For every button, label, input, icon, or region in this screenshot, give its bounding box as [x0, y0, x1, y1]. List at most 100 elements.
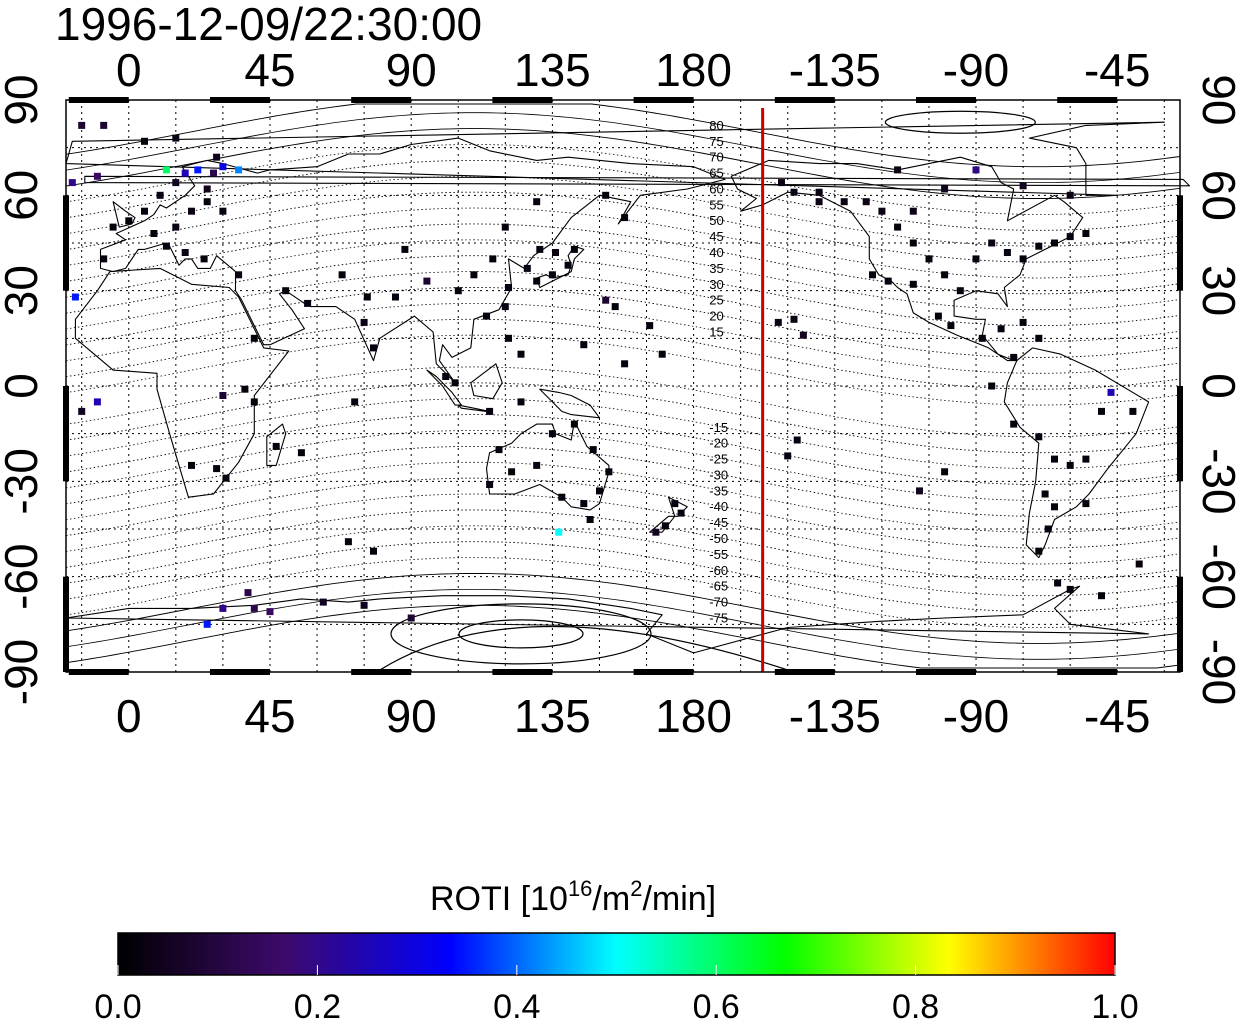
- roti-point: [778, 179, 785, 187]
- roti-point: [1051, 455, 1058, 463]
- roti-point: [602, 191, 610, 199]
- coastline: [99, 137, 726, 384]
- roti-point: [1003, 249, 1011, 256]
- south-magnetic-pole-oval: [458, 619, 584, 649]
- mlat-label: -15: [709, 420, 728, 435]
- magnetic-latitude-contours: [65, 103, 1181, 671]
- roti-point: [1082, 500, 1090, 508]
- lon-tick-label-bottom: -135: [789, 690, 881, 742]
- mlat-contour: [65, 573, 1181, 644]
- colorbar-title-prefix: ROTI [10: [430, 880, 568, 918]
- roti-point: [611, 303, 619, 311]
- roti-point: [790, 315, 798, 323]
- roti-point: [536, 245, 544, 253]
- mlat-contour: [65, 461, 1181, 533]
- roti-point: [558, 493, 566, 501]
- roti-point: [790, 188, 798, 196]
- frame-tick-right: [1177, 386, 1183, 482]
- lon-tick-label-bottom: 0: [116, 690, 142, 742]
- roti-point: [483, 312, 490, 320]
- roti-point: [1129, 407, 1137, 415]
- roti-point: [1035, 242, 1043, 250]
- roti-point: [925, 255, 933, 263]
- mlat-contour: [65, 604, 1181, 669]
- mlat-label: 55: [709, 197, 723, 212]
- lon-tick-label-bottom: 45: [244, 690, 295, 742]
- colorbar-title-suffix: /min]: [642, 880, 716, 918]
- timestamp-title: 1996-12-09/22:30:00: [55, 0, 482, 50]
- frame-tick-bottom: [492, 669, 553, 675]
- roti-point: [304, 299, 312, 307]
- lat-tick-label-left: 30: [0, 265, 47, 316]
- roti-point: [181, 249, 189, 256]
- roti-point: [517, 350, 525, 358]
- roti-point: [815, 188, 823, 196]
- roti-point: [774, 318, 782, 326]
- roti-point: [1019, 255, 1027, 263]
- roti-point: [250, 604, 258, 612]
- top-longitude-ticks: 0 45 90 135 180 -135 -90 -45: [116, 44, 1151, 96]
- roti-point: [658, 350, 666, 358]
- roti-point: [78, 121, 86, 129]
- roti-point: [793, 436, 801, 444]
- roti-point: [1019, 182, 1027, 190]
- frame-tick-top: [492, 97, 553, 103]
- roti-point: [1010, 420, 1018, 428]
- mlat-label: -35: [709, 483, 728, 498]
- roti-point: [1098, 407, 1105, 415]
- roti-point: [360, 601, 368, 609]
- frame-tick-top: [209, 97, 270, 103]
- mlat-contour: [65, 477, 1181, 549]
- roti-point: [486, 481, 494, 488]
- mlat-label: 40: [709, 245, 723, 260]
- frame-tick-left: [63, 386, 69, 482]
- frame-tick-top: [633, 97, 694, 103]
- roti-point: [815, 198, 823, 206]
- roti-point: [1019, 318, 1027, 326]
- roti-point: [677, 509, 685, 517]
- roti-point: [194, 166, 202, 174]
- roti-point: [219, 163, 227, 171]
- roti-point: [495, 446, 503, 454]
- roti-point: [972, 255, 980, 263]
- roti-point: [392, 293, 399, 301]
- frame-tick-bottom: [633, 669, 694, 675]
- mlat-label: 50: [709, 213, 723, 228]
- roti-point: [363, 293, 371, 301]
- frame-tick-top: [1057, 97, 1118, 103]
- lat-tick-label-right: 30: [1193, 265, 1240, 316]
- mlat-contour: [65, 191, 1181, 263]
- bottom-longitude-ticks: 0 45 90 135 180 -135 -90 -45: [116, 690, 1151, 742]
- mlat-label: -40: [709, 499, 728, 514]
- roti-point: [360, 318, 368, 326]
- coastline: [539, 388, 601, 419]
- coastline: [84, 175, 1190, 187]
- roti-point: [78, 407, 86, 415]
- mlat-contour: [65, 239, 1181, 311]
- lon-tick-label-top: 180: [655, 44, 732, 96]
- roti-point: [1107, 388, 1115, 396]
- roti-point: [988, 382, 996, 390]
- lat-tick-label-left: 0: [0, 373, 47, 399]
- roti-point: [489, 255, 497, 263]
- roti-point: [533, 461, 541, 469]
- roti-point: [451, 379, 459, 387]
- frame-tick-bottom: [351, 669, 412, 675]
- roti-point: [1135, 560, 1143, 568]
- colorbar-title: ROTI [1016/m2/min]: [430, 876, 716, 918]
- roti-point: [219, 207, 227, 215]
- lon-tick-label-bottom: 135: [514, 690, 591, 742]
- coastline: [649, 496, 688, 533]
- roti-point: [282, 287, 290, 295]
- roti-point: [956, 287, 964, 295]
- mlat-contour: [65, 382, 1181, 454]
- roti-point: [1066, 233, 1074, 241]
- roti-point: [1066, 191, 1074, 199]
- roti-point: [150, 230, 158, 237]
- roti-point: [401, 245, 409, 253]
- mlat-label: -20: [709, 436, 728, 451]
- roti-point: [244, 589, 252, 597]
- roti-point: [988, 239, 996, 247]
